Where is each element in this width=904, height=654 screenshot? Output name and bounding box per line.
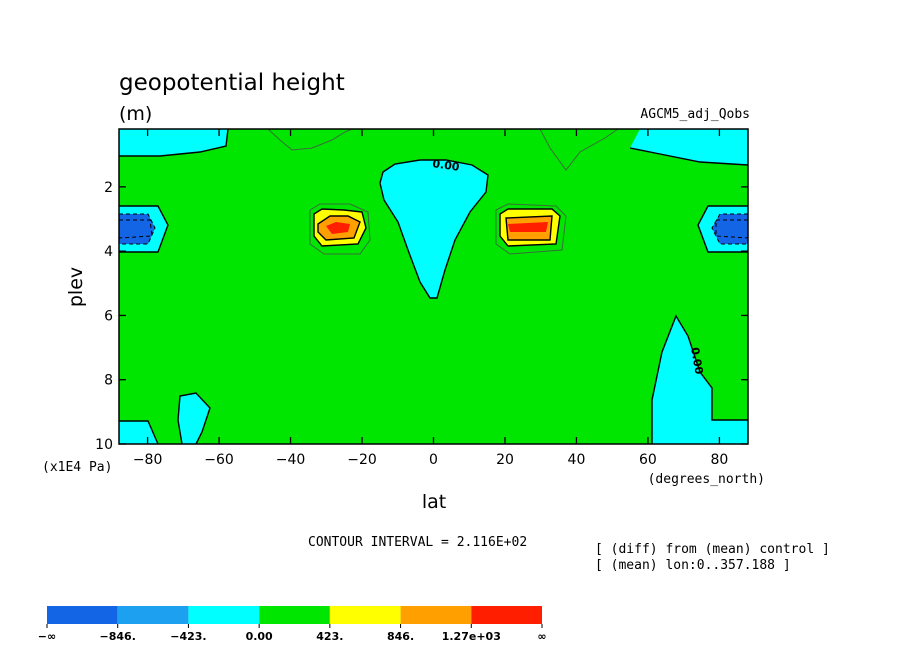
x-tick-label: 0: [429, 452, 438, 468]
colorbar-swatch: [117, 606, 189, 624]
colorbar-label: 423.: [316, 630, 343, 643]
contour-lines: [119, 128, 749, 445]
chart-units: (m): [119, 103, 152, 125]
x-axis-units: (degrees_north): [648, 472, 765, 487]
x-tick-label: −40: [276, 452, 306, 468]
note-mean: [ (mean) lon:0..357.188 ]: [595, 558, 791, 573]
cyan-region-bottom-right: [652, 316, 748, 444]
x-tick-label: 60: [639, 452, 657, 468]
y-tick-label: 4: [104, 244, 113, 260]
cyan-region-equator: [380, 160, 488, 298]
blue-core-left: [119, 214, 155, 244]
contour-label-equator: 0.00: [432, 157, 461, 174]
cyan-region-bottom-left: [119, 421, 158, 444]
contour-label-right: 0.00: [688, 346, 706, 375]
cyan-region-top-left: [119, 129, 228, 156]
colorbar: −∞ −846. −423. 0.00 423. 846. 1.27e+03 ∞: [38, 606, 547, 643]
y-tick-label: 8: [104, 373, 113, 389]
colorbar-label: 1.27e+03: [442, 630, 501, 643]
y-axis-units: (x1E4 Pa): [42, 460, 112, 475]
colorbar-label: −846.: [100, 630, 136, 643]
x-tick-label: −60: [204, 452, 234, 468]
y-axis-label: plev: [65, 267, 87, 307]
colorbar-label: 0.00: [246, 630, 273, 643]
y-tick-label: 2: [104, 180, 113, 196]
x-tick-label: 20: [496, 452, 514, 468]
y-axis: 2 4 6 8 10: [95, 180, 748, 453]
blue-core-right: [712, 214, 748, 244]
y-tick-label: 6: [104, 308, 113, 324]
dataset-label: AGCM5_adj_Qobs: [640, 107, 750, 122]
negative-contours: [118, 213, 749, 245]
x-tick-label: 80: [710, 452, 728, 468]
colorbar-label: −∞: [38, 630, 56, 643]
cyan-region-top-right: [630, 129, 748, 165]
x-tick-label: −80: [133, 452, 163, 468]
chart-title: geopotential height: [119, 70, 345, 96]
colorbar-swatch: [400, 606, 472, 624]
colorbar-swatch: [47, 606, 118, 624]
colorbar-label: 846.: [387, 630, 414, 643]
y-tick-label: 10: [95, 437, 113, 453]
colorbar-swatch: [188, 606, 260, 624]
colorbar-label: −423.: [170, 630, 206, 643]
colorbar-swatch: [259, 606, 330, 624]
x-axis-label: lat: [422, 491, 446, 513]
colorbar-label: ∞: [537, 630, 546, 643]
contour-interval: CONTOUR INTERVAL = 2.116E+02: [308, 535, 527, 550]
x-tick-label: −20: [347, 452, 377, 468]
x-axis: −80 −60 −40 −20 0 20 40 60 80: [133, 129, 728, 468]
x-tick-label: 40: [568, 452, 586, 468]
thin-contours: [267, 128, 619, 255]
note-diff: [ (diff) from (mean) control ]: [595, 542, 830, 557]
colorbar-swatch: [329, 606, 401, 624]
colorbar-swatch: [471, 606, 542, 624]
plot-area: 0.00 0.00: [118, 128, 749, 445]
